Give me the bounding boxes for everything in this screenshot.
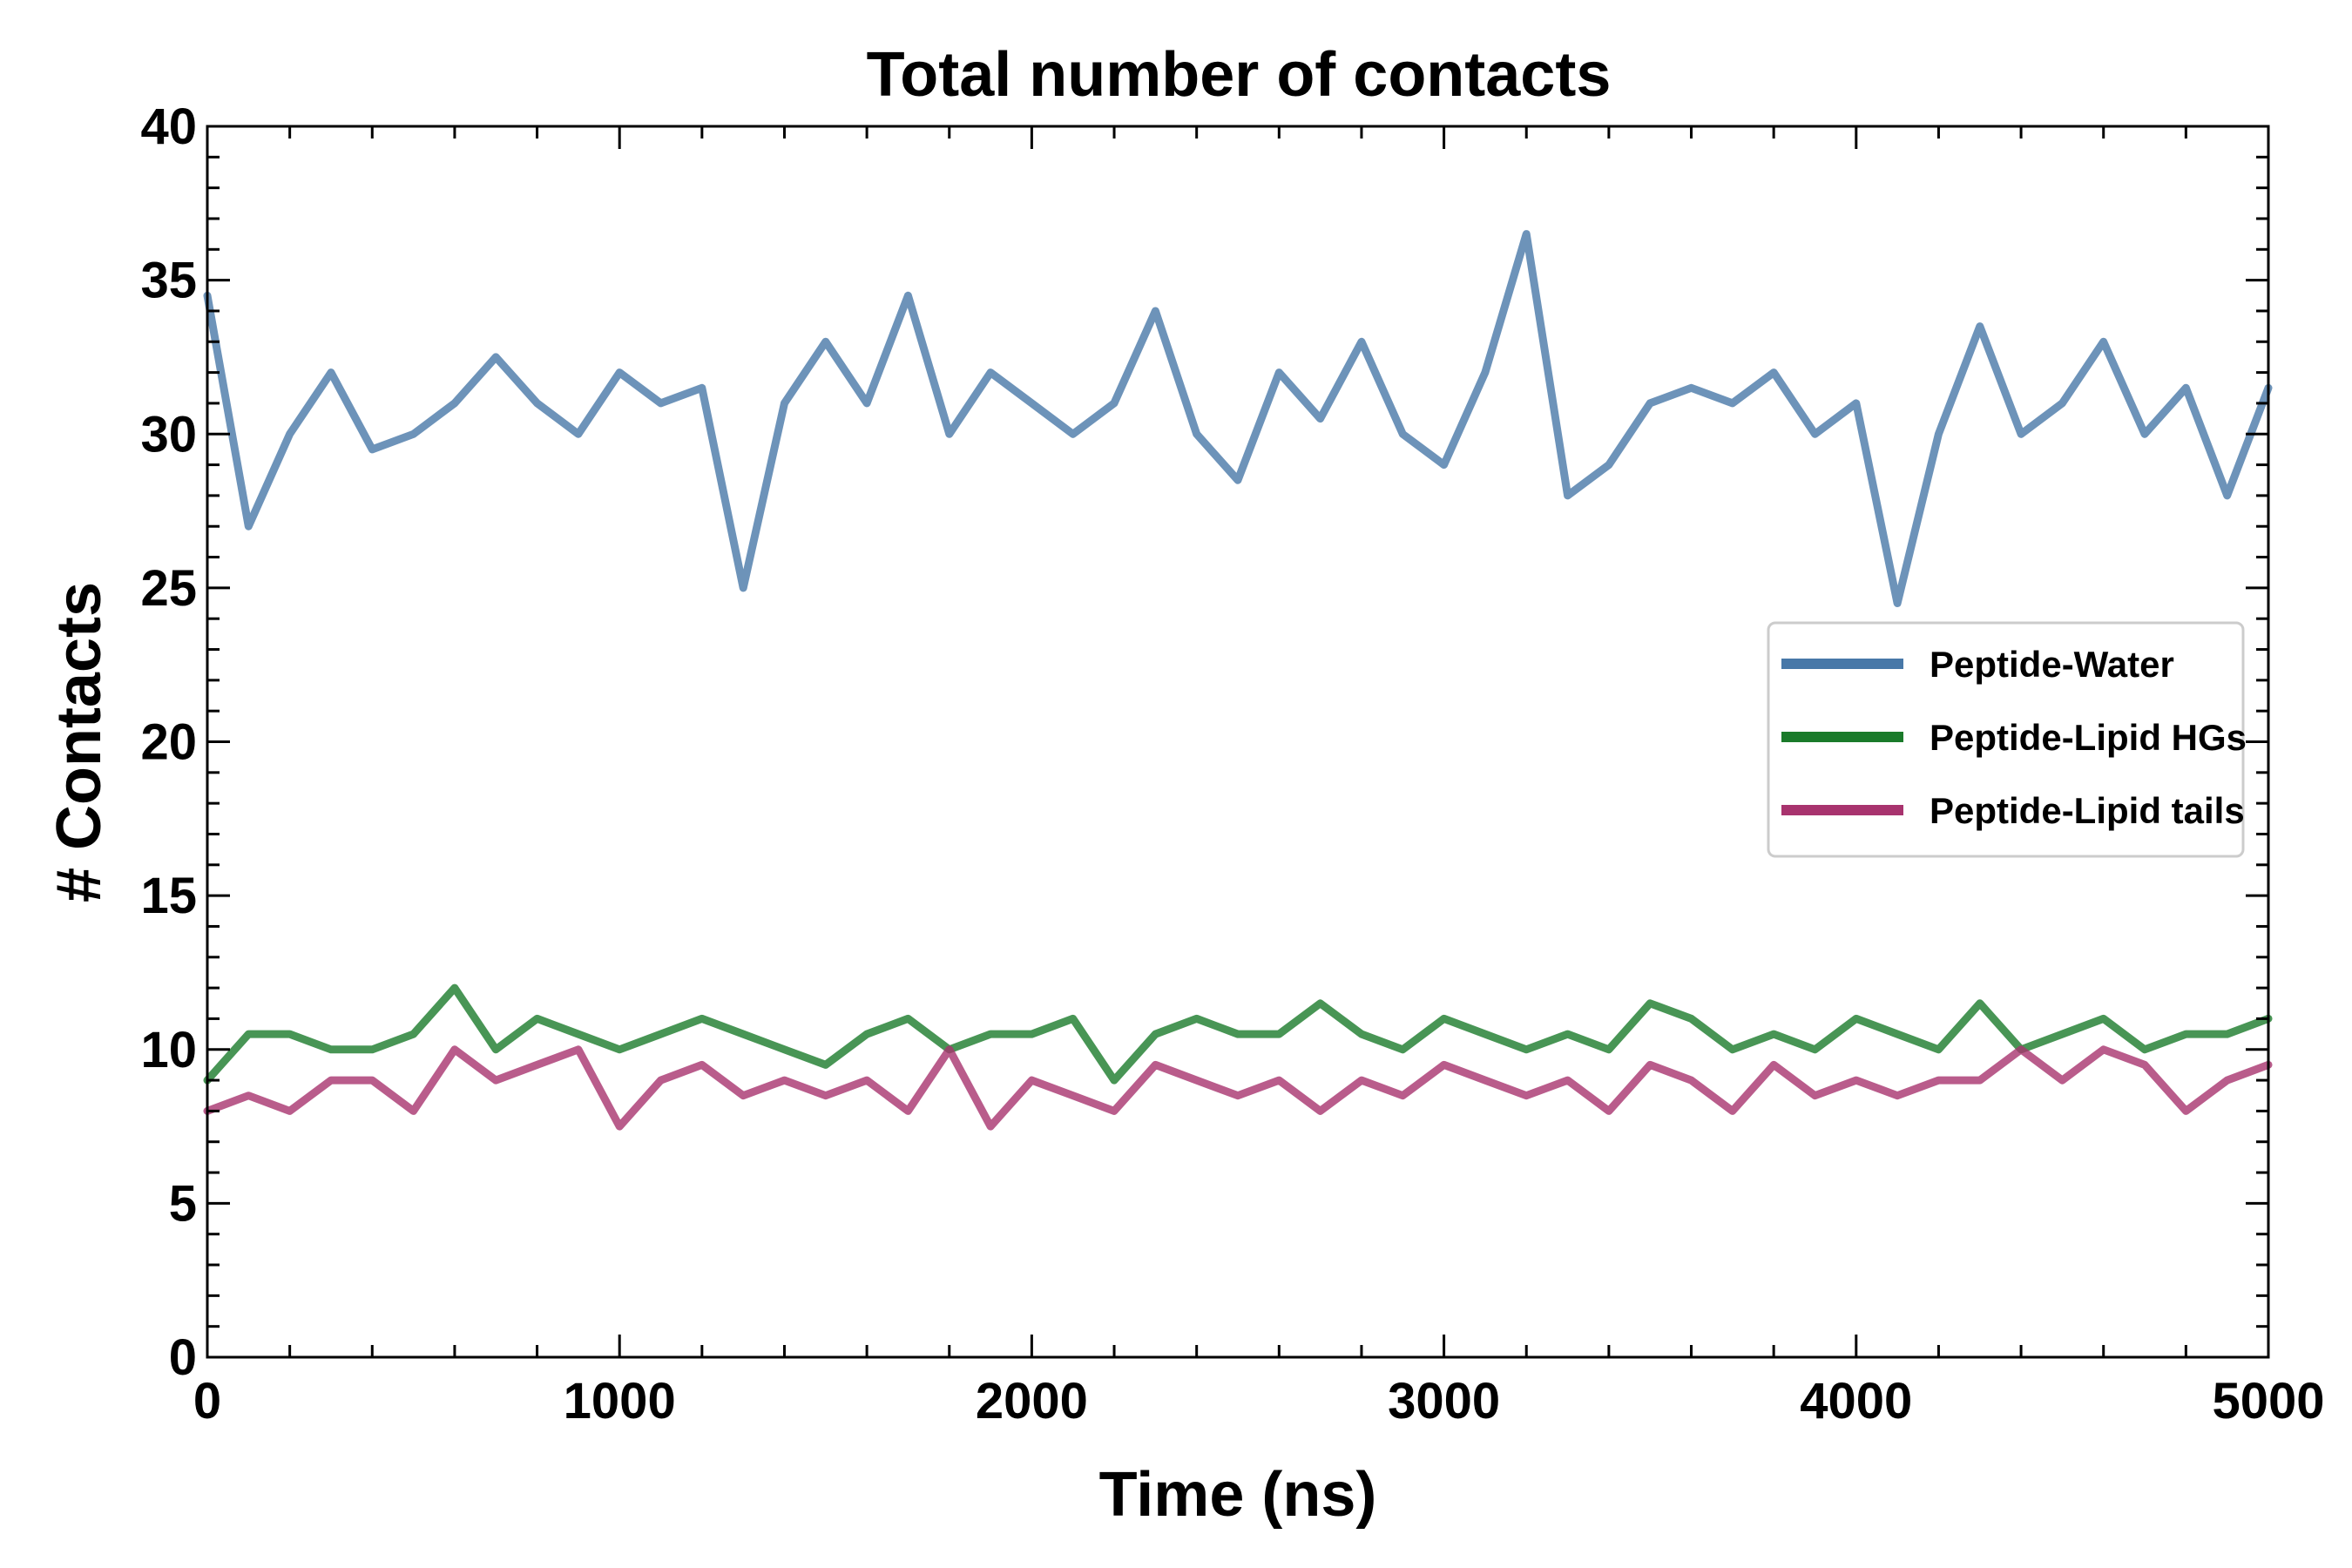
chart-title: Total number of contacts (867, 40, 1612, 110)
legend: Peptide-Water Peptide-Lipid HGs Peptide-Li… (1767, 621, 2247, 858)
y-tick-label: 10 (140, 1022, 197, 1078)
legend-label-0: Peptide-Water (1930, 644, 2174, 685)
y-tick-label: 30 (140, 406, 197, 463)
x-tick-label: 0 (193, 1373, 221, 1429)
legend-label-1: Peptide-Lipid HGs (1930, 717, 2247, 758)
series-line-2 (203, 1045, 2273, 1131)
legend-label-2: Peptide-Lipid tails (1930, 790, 2245, 831)
x-tick-label: 5000 (2212, 1373, 2324, 1429)
series-line-1 (203, 983, 2273, 1085)
y-tick-label: 5 (169, 1175, 197, 1232)
x-tick-label: 2000 (976, 1373, 1088, 1429)
y-tick-label: 35 (140, 253, 197, 309)
y-tick-label: 15 (140, 868, 197, 924)
y-tick-label: 25 (140, 560, 197, 617)
legend-frame (1767, 621, 2245, 858)
y-axis-label: # Contacts (44, 582, 114, 902)
x-tick-label: 4000 (1800, 1373, 1912, 1429)
y-tick-label: 0 (169, 1329, 197, 1386)
ticks-layer: 0 1000 2000 3000 4000 5000 0 5 10 15 20 25 30 35 40 (140, 98, 2324, 1429)
series-line-0 (203, 230, 2273, 607)
x-tick-label: 1000 (564, 1373, 676, 1429)
x-axis-label: Time (ns) (1099, 1460, 1377, 1530)
y-tick-label: 20 (140, 714, 197, 771)
y-tick-label: 40 (140, 98, 197, 155)
x-tick-label: 3000 (1388, 1373, 1500, 1429)
series-layer (203, 230, 2273, 1131)
